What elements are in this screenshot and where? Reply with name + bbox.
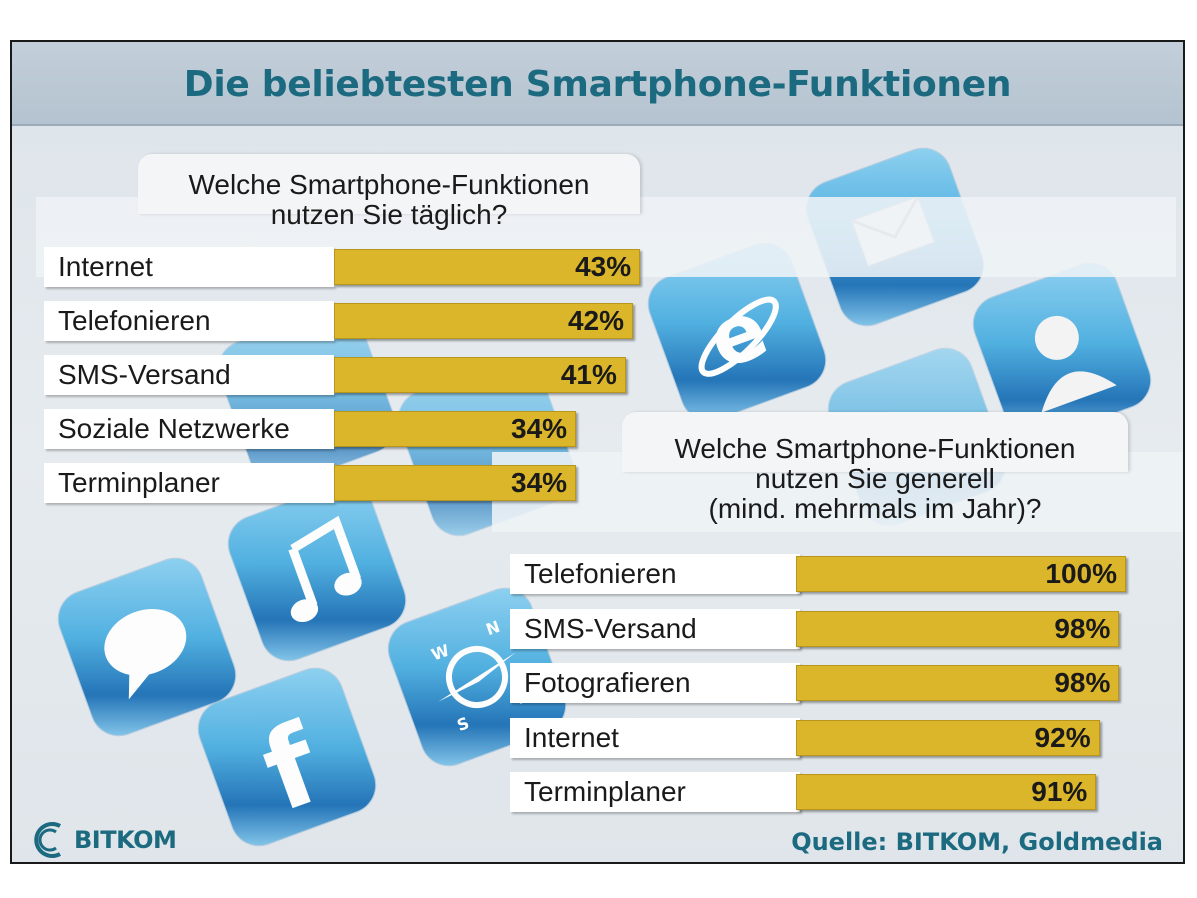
bitkom-logo-icon — [34, 822, 61, 858]
bitkom-logo: BITKOM — [32, 820, 177, 860]
general-question-tab — [622, 412, 1128, 472]
category-label: Soziale Netzwerke — [44, 409, 334, 449]
bar: 91% — [796, 774, 1097, 810]
bar-row: Soziale Netzwerke 34% — [44, 409, 1046, 449]
facebook-icon: f — [190, 660, 384, 854]
bar-row: Terminplaner 34% — [44, 463, 1046, 503]
internet-explorer-icon: e — [640, 235, 834, 429]
value-label: 42% — [567, 305, 625, 336]
chart-title: Die beliebtesten Smartphone-Funktionen — [183, 64, 1012, 105]
bar: 92% — [796, 719, 1100, 756]
category-label: SMS-Versand — [44, 355, 334, 395]
bar: 34% — [334, 411, 577, 447]
bar: 100% — [796, 556, 1126, 592]
daily-question-tab — [138, 154, 640, 214]
bar: 41% — [334, 357, 626, 393]
bar: 98% — [796, 665, 1120, 701]
value-label: 98% — [1054, 612, 1111, 644]
bar: 34% — [334, 465, 577, 501]
bar-row: Telefonieren 100% — [510, 554, 1130, 594]
bar: 43% — [334, 249, 641, 285]
category-label: Internet — [510, 717, 800, 758]
infographic-frame: Die beliebtesten Smartphone-Funktionen e… — [10, 40, 1185, 864]
bar-row: Internet 92% — [510, 717, 1130, 758]
category-label: Telefonieren — [510, 554, 800, 594]
bar: 42% — [334, 303, 634, 339]
value-label: 91% — [1031, 776, 1088, 807]
svg-text:S: S — [454, 713, 471, 735]
value-label: 92% — [1034, 721, 1091, 753]
value-label: 41% — [560, 359, 617, 390]
category-label: Fotografieren — [510, 663, 800, 703]
svg-text:W: W — [429, 641, 452, 665]
logo-text: BITKOM — [74, 826, 177, 854]
compass-icon: WNSE — [380, 580, 574, 774]
category-label: Internet — [44, 247, 334, 287]
value-label: 43% — [575, 251, 632, 282]
bar-row: SMS-Versand 41% — [44, 355, 1046, 395]
bar: 98% — [796, 610, 1120, 647]
bar-row: Telefonieren 42% — [44, 301, 1046, 341]
category-label: Terminplaner — [44, 463, 334, 503]
bar-row: SMS-Versand 98% — [510, 608, 1130, 649]
svg-text:f: f — [247, 700, 337, 837]
bar-row: Terminplaner 91% — [510, 772, 1130, 812]
category-label: Telefonieren — [44, 301, 334, 341]
header-band: Die beliebtesten Smartphone-Funktionen — [12, 42, 1183, 126]
bar-row: Fotografieren 98% — [510, 663, 1130, 703]
svg-text:N: N — [483, 617, 502, 639]
general-question: Welche Smartphone-Funktionen nutzen Sie … — [674, 433, 1076, 524]
source-note: Quelle: BITKOM, Goldmedia — [791, 828, 1163, 856]
category-label: Terminplaner — [510, 772, 800, 812]
value-label: 34% — [511, 413, 568, 444]
daily-question: Welche Smartphone-Funktionen nutzen Sie … — [188, 169, 590, 230]
category-label: SMS-Versand — [510, 608, 800, 649]
contact-icon — [965, 255, 1159, 449]
value-label: 100% — [1045, 558, 1117, 589]
value-label: 34% — [511, 467, 568, 498]
chat-icon — [50, 550, 244, 744]
bar-row: Internet 43% — [44, 247, 1046, 287]
music-icon — [220, 475, 414, 669]
value-label: 98% — [1054, 667, 1111, 698]
